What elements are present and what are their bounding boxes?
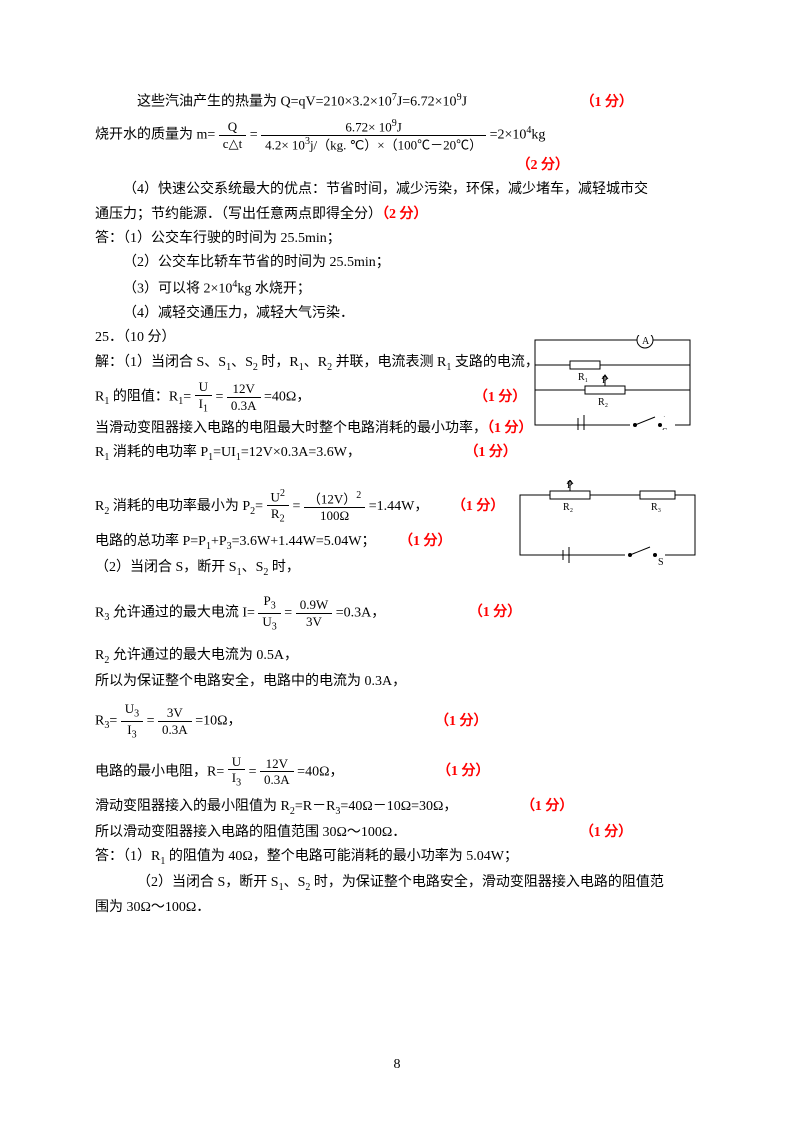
range: 所以滑动变阻器接入电路的阻值范围 30Ω～100Ω． （1 分） [95,822,699,844]
score-p1: （1 分） [464,445,517,460]
ans-4: （4）减轻交通压力，减轻大气污染． [95,303,699,325]
svg-text:R₃: R₃ [651,502,661,513]
r3val: R3= U3I3 = 3V0.3A =10Ω， （1 分） [95,701,699,741]
score-2: （2 分） [517,158,570,173]
svg-text:A: A [642,336,650,347]
score-3: （2 分） [382,207,428,222]
score-r3: （1 分） [469,605,522,620]
ans-3: （3）可以将 2×104kg 水烧开； [95,277,699,301]
q24-mass: 烧开水的质量为 m= Qc△t = 6.72× 109J4.2× 103j/（k… [95,118,699,153]
final1: 答：（1）R1 的阻值为 40Ω，整个电路可能消耗的最小功率为 5.04W； [95,846,699,870]
ans-1: 答：（1）公交车行驶的时间为 25.5min； [95,228,699,250]
safe: 所以为保证整个电路安全，电路中的电流为 0.3A， [95,671,699,693]
text: 这些汽油产生的热量为 Q=qV=210×3.2×10 [137,95,392,110]
final2: （2）当闭合 S，断开 S1、S2 时，为保证整个电路安全，滑动变阻器接入电路的… [95,872,699,896]
ans-2: （2）公交车比轿车节省的时间为 25.5min； [95,252,699,274]
score-range: （1 分） [580,825,633,840]
svg-text:S: S [662,427,668,430]
final3: 围为 30Ω～100Ω． [95,897,699,919]
score-slide2: （1 分） [521,799,574,814]
r2max: R2 允许通过的最大电流为 0.5A， [95,645,699,669]
p1-calc: R1 消耗的电功率 P1=UI1=12V×0.3A=3.6W， （1 分） [95,442,699,466]
score-rmin: （1 分） [437,764,490,779]
score-slide: （1 分） [487,421,533,436]
score-row: （2 分） [95,155,699,177]
circuit-diagram-1: R₁ A R₂ P S S [530,335,695,430]
svg-text:S: S [658,557,664,565]
rmin: 电路的最小电阻，R= UI3 = 12V0.3A =40Ω， （1 分） [95,754,699,790]
q24-4b: 通压力；节约能源．（写出任意两点即得全分）（2 分） [95,204,699,226]
score-total: （1 分） [399,534,452,549]
page-number: 8 [0,1057,794,1073]
score-r3v: （1 分） [435,714,488,729]
score-1: （1 分） [581,95,634,110]
svg-text:R₁: R₁ [578,372,588,383]
score-r2: （1 分） [452,499,505,514]
q24-heat: 这些汽油产生的热量为 Q=qV=210×3.2×107J=6.72×109J （… [95,90,699,114]
r3-calc: R3 允许通过的最大电流 I= P3U3 = 0.9W3V =0.3A， （1 … [95,593,699,633]
circuit-diagram-2: R₂ P R₃ S [515,480,700,565]
q24-4a: （4）快速公交系统最大的优点：节省时间，减少污染，环保，减少堵车，减轻城市交 [95,179,699,201]
score-r1: （1 分） [474,390,527,405]
slide2: 滑动变阻器接入的最小阻值为 R2=R－R3=40Ω－10Ω=30Ω， （1 分） [95,796,699,820]
svg-text:R₂: R₂ [563,502,573,513]
svg-text:R₂: R₂ [598,397,608,408]
